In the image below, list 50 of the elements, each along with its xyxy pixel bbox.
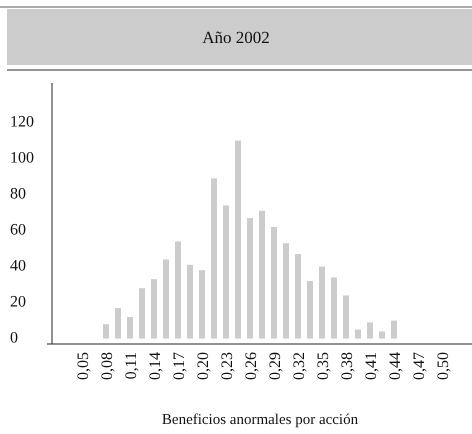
bar [319,266,325,339]
bar [343,295,349,339]
bar [295,254,301,339]
bar [175,241,181,339]
y-tick-label: 40 [10,257,26,274]
x-tick-label: 0,05 [75,352,92,380]
bar [187,264,193,339]
x-tick-label: 0,26 [243,352,260,380]
bar [307,281,313,339]
bar [103,324,109,339]
x-tick-label: 0,41 [363,352,380,380]
bar [139,288,145,339]
bar [151,279,157,339]
bar [331,277,337,339]
x-tick-label: 0,11 [123,352,140,380]
x-tick-label: 0,23 [219,352,236,380]
x-tick-label: 0,32 [291,352,308,380]
bar [247,218,253,339]
chart-title: Año 2002 [202,28,270,47]
bar [391,320,397,339]
bar [115,308,121,339]
y-tick-label: 100 [10,149,34,166]
x-tick-label: 0,47 [411,352,428,380]
bar [355,330,361,339]
x-tick-label: 0,17 [171,352,188,380]
bar [367,322,373,339]
x-tick-label: 0,50 [435,352,452,380]
y-tick-label: 0 [10,329,18,346]
bar [379,331,385,339]
y-tick-label: 60 [10,221,26,238]
bar [271,227,277,339]
bar [259,210,265,339]
y-tick-label: 20 [10,293,26,310]
x-tick-label: 0,08 [99,352,116,380]
x-tick-label: 0,29 [267,352,284,380]
x-tick-label: 0,38 [339,352,356,380]
x-axis-title: Beneficios anormales por acción [162,412,359,428]
bar [127,317,133,339]
bar [211,178,217,339]
bar [163,259,169,339]
x-tick-label: 0,35 [315,352,332,380]
y-tick-label: 80 [10,185,26,202]
y-tick-label: 120 [10,113,34,130]
bar [223,205,229,339]
x-tick-label: 0,44 [387,352,404,380]
bar [283,243,289,339]
x-tick-label: 0,20 [195,352,212,380]
bar [235,140,241,339]
x-tick-label: 0,14 [147,352,164,380]
bar [199,270,205,339]
